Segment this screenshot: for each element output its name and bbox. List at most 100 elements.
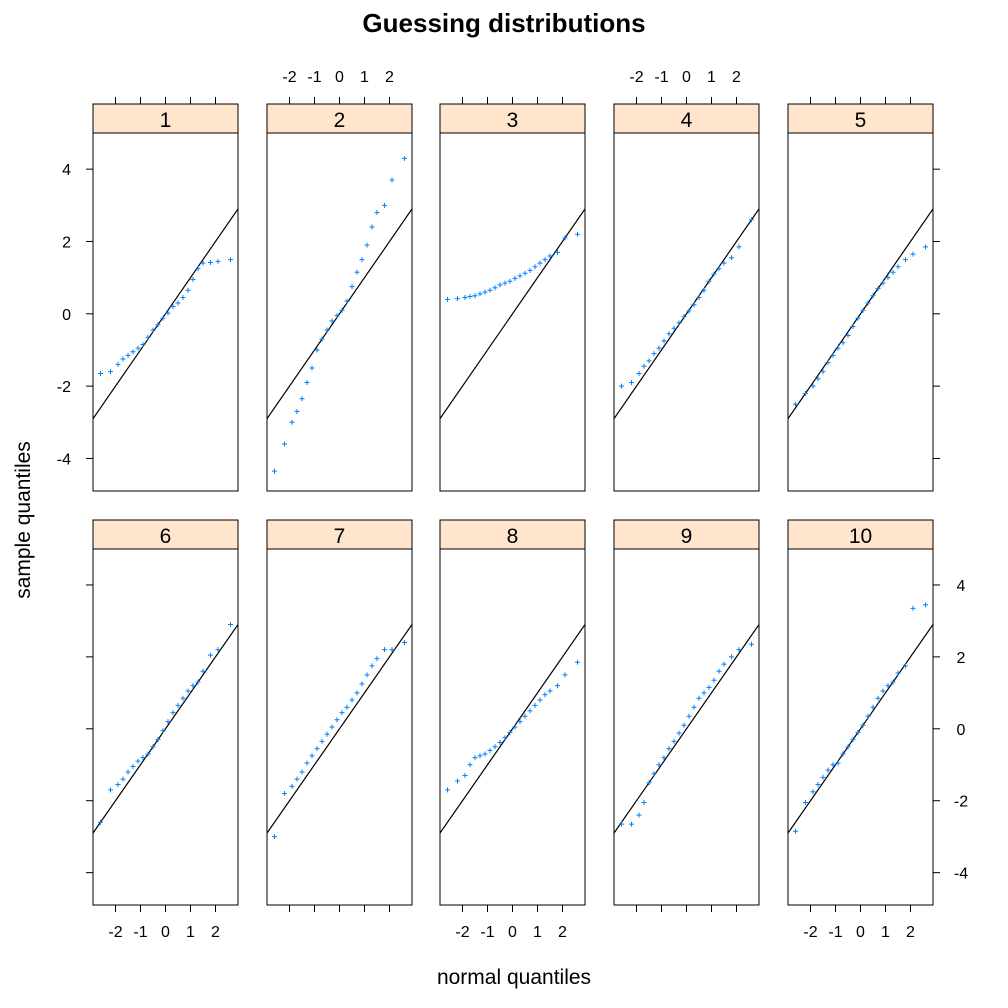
panel-border-7 (266, 548, 413, 906)
x-tick-label: 2 (906, 924, 915, 941)
x-tick-label: -2 (282, 69, 296, 86)
data-point (749, 217, 754, 223)
x-tick-label: 2 (732, 69, 741, 86)
data-point (681, 722, 687, 728)
panel-border-1 (92, 132, 239, 492)
data-point (507, 729, 513, 735)
data-point (537, 697, 543, 703)
data-point (145, 751, 151, 757)
data-point (903, 257, 908, 263)
y-tick-label: -4 (57, 451, 71, 468)
panel-border-3 (439, 132, 586, 492)
data-point (729, 255, 734, 261)
data-point (810, 383, 816, 389)
data-point (319, 336, 325, 342)
data-point (542, 257, 548, 263)
data-point (374, 210, 380, 216)
x-tick-label: 1 (881, 924, 890, 941)
data-point (875, 285, 881, 291)
data-point (512, 275, 518, 281)
data-point (686, 308, 692, 314)
data-point (208, 652, 213, 658)
strip-label-3: 3 (507, 109, 519, 132)
data-point (840, 340, 846, 346)
data-point (716, 668, 722, 674)
panel-6: 6 -2 -1 0 1 2 (86, 519, 239, 941)
data-point (349, 284, 355, 290)
strip-label-7: 7 (334, 525, 346, 548)
reference-line-8 (440, 623, 585, 835)
data-point (294, 408, 300, 414)
data-point (749, 641, 754, 647)
panel-border-4 (613, 132, 760, 492)
strip-label-8: 8 (507, 525, 519, 548)
data-point (803, 800, 808, 806)
x-tick-label: -2 (108, 924, 122, 941)
data-point (661, 338, 667, 344)
data-point (492, 744, 498, 750)
y-tick-label: 0 (62, 307, 71, 324)
data-point (820, 774, 826, 780)
panel-2: 2-2 -1 0 1 2 (266, 69, 413, 492)
data-point (532, 264, 538, 270)
reference-line-4 (614, 207, 759, 420)
data-point (334, 313, 340, 319)
strip-9 (613, 519, 760, 550)
panel-3: 3 (439, 97, 586, 492)
data-point (502, 280, 508, 286)
data-point (135, 758, 141, 764)
data-point (830, 762, 836, 768)
data-point (314, 347, 320, 353)
y-tick-label: 0 (957, 722, 966, 739)
strip-10 (787, 519, 934, 550)
data-point (641, 800, 647, 806)
data-point (532, 702, 538, 708)
data-point (676, 730, 682, 736)
data-point (125, 352, 131, 358)
y-tick-label: 2 (62, 234, 71, 251)
panel-5: 5 (787, 97, 940, 492)
data-point (314, 746, 320, 752)
data-point (903, 663, 908, 669)
data-point (666, 331, 672, 337)
data-point (497, 282, 503, 288)
data-point (150, 744, 156, 750)
data-point (160, 315, 166, 321)
reference-line-1 (93, 207, 238, 420)
data-point (324, 731, 330, 737)
x-tick-label: -2 (455, 924, 469, 941)
panel-border-5 (787, 132, 934, 492)
data-point (359, 681, 365, 687)
data-point (140, 755, 146, 761)
data-point (721, 661, 727, 667)
y-tick-label: 4 (62, 162, 71, 179)
panel-border-10 (787, 548, 934, 906)
data-point (575, 659, 580, 665)
data-point (840, 751, 846, 757)
data-point (185, 688, 191, 694)
x-tick-label: 1 (186, 924, 195, 941)
data-point (845, 744, 851, 750)
data-point (492, 285, 498, 291)
data-point (215, 258, 221, 264)
data-point (135, 345, 141, 351)
data-point (656, 345, 662, 351)
data-point (175, 300, 181, 306)
data-point (339, 710, 345, 716)
data-point (681, 314, 687, 320)
x-tick-label: -2 (803, 924, 817, 941)
data-point (716, 266, 722, 272)
data-point (98, 370, 103, 376)
panel-1: 1 -4 -2 0 2 4 (57, 97, 239, 492)
strip-6 (92, 519, 239, 550)
data-point (547, 253, 553, 259)
data-point (455, 778, 460, 784)
strip-4 (613, 103, 760, 134)
data-point (845, 333, 851, 339)
data-point (860, 307, 866, 313)
data-point (462, 773, 468, 779)
data-point (691, 704, 697, 710)
data-point (349, 697, 355, 703)
data-point (815, 782, 821, 788)
